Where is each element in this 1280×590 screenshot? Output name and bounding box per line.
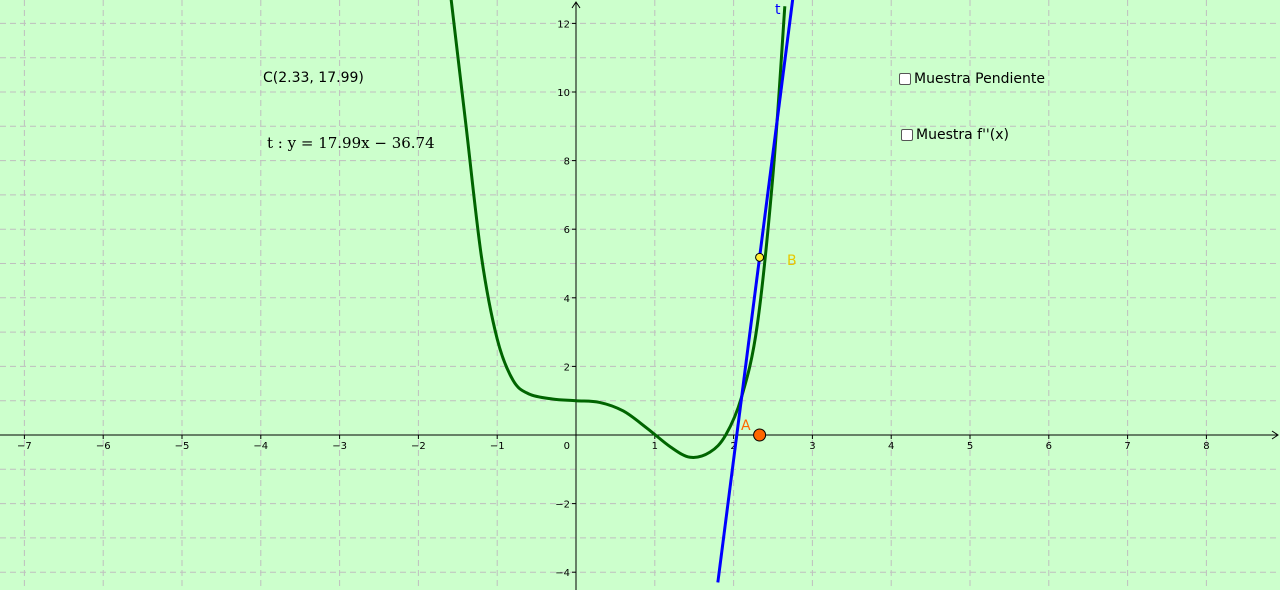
- point-c-label[interactable]: C(2.33, 17.99): [263, 70, 364, 86]
- x-tick-label: 2: [730, 441, 736, 452]
- x-tick-label: −5: [175, 441, 190, 452]
- x-tick-label: −2: [411, 441, 426, 452]
- x-tick-label: −1: [490, 441, 505, 452]
- point-a-label: A: [741, 418, 751, 434]
- function-curve: [449, 0, 787, 459]
- show-second-derivative-label: Muestra f''(x): [916, 127, 1009, 143]
- tangent-name-label: t: [775, 2, 781, 18]
- x-tick-label: 7: [1124, 441, 1130, 452]
- show-second-derivative-checkbox[interactable]: Muestra f''(x): [901, 127, 1009, 143]
- checkbox-box[interactable]: [899, 73, 911, 85]
- y-tick-label: 4: [564, 294, 570, 305]
- points[interactable]: [753, 252, 767, 442]
- series[interactable]: [449, 0, 795, 583]
- y-tick-label: 8: [564, 157, 570, 168]
- tangent-equation-label[interactable]: t : y = 17.99x − 36.74: [267, 134, 435, 152]
- y-tick-label: 12: [557, 19, 570, 30]
- x-tick-label: 1: [652, 441, 658, 452]
- x-tick-label: −7: [17, 441, 32, 452]
- show-slope-label: Muestra Pendiente: [914, 71, 1045, 87]
- y-tick-label: 10: [557, 88, 570, 99]
- point-b: [755, 252, 765, 262]
- x-tick-label: −4: [253, 441, 268, 452]
- x-tick-label: −6: [96, 441, 111, 452]
- x-tick-label: 4: [888, 441, 894, 452]
- x-tick-label: 3: [809, 441, 815, 452]
- x-tick-label: 6: [1046, 441, 1052, 452]
- origin-label: 0: [564, 441, 570, 452]
- tangent-line: [716, 0, 795, 583]
- y-tick-label: −2: [555, 500, 570, 511]
- y-tick-label: −4: [555, 568, 570, 579]
- x-tick-label: −3: [332, 441, 347, 452]
- point-a: [753, 428, 767, 442]
- point-b-label: B: [787, 253, 797, 269]
- x-tick-label: 5: [967, 441, 973, 452]
- show-slope-checkbox[interactable]: Muestra Pendiente: [899, 71, 1045, 87]
- x-axis-arrow: [1271, 430, 1279, 440]
- checkbox-box[interactable]: [901, 129, 913, 141]
- y-tick-label: 6: [564, 225, 570, 236]
- y-tick-label: 2: [564, 362, 570, 373]
- y-axis-arrow: [571, 1, 581, 9]
- x-tick-label: 8: [1203, 441, 1209, 452]
